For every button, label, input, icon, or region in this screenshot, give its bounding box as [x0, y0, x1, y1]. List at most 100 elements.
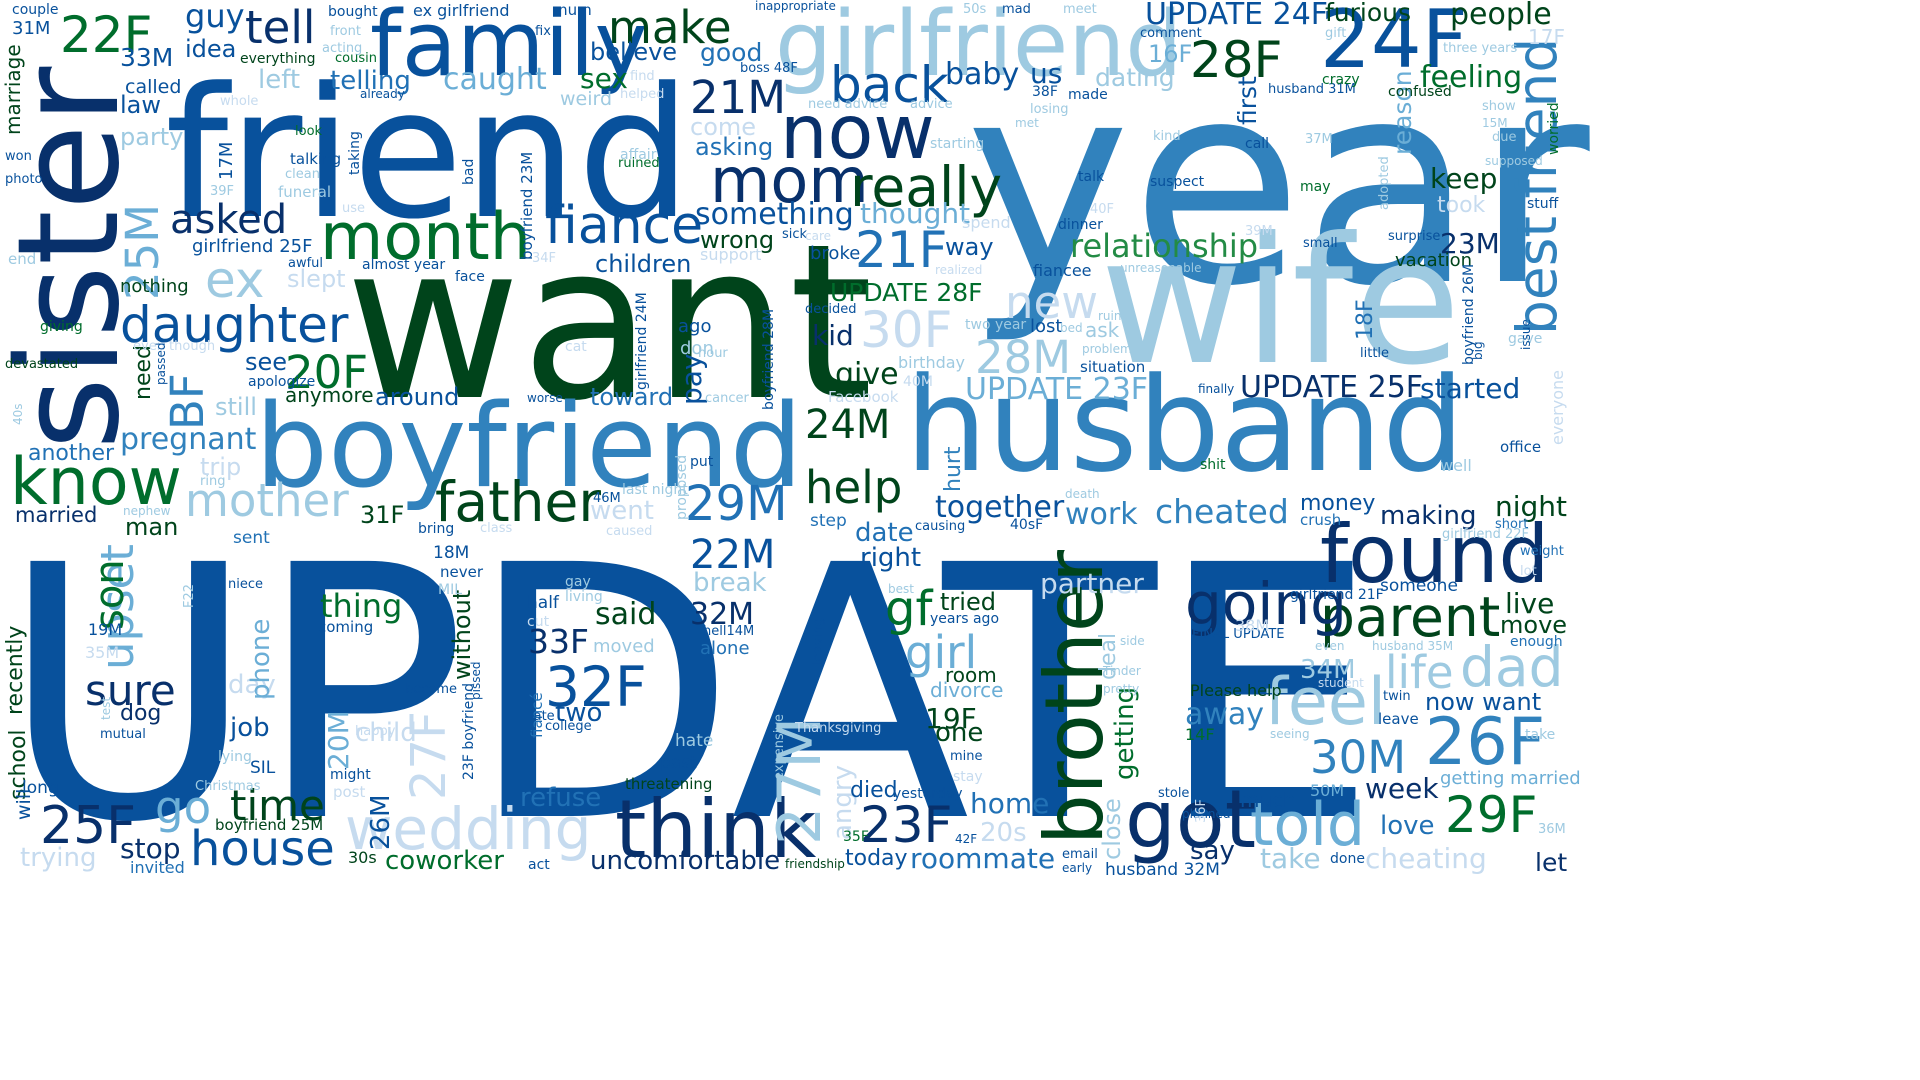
cloud-word: 30F	[860, 301, 953, 359]
cloud-word: take	[1525, 727, 1556, 743]
cloud-word: close	[1098, 798, 1126, 860]
cloud-word: gift	[1325, 26, 1347, 41]
cloud-word: broke	[810, 243, 861, 264]
cloud-word: toward	[590, 383, 674, 411]
cloud-word: invited	[130, 858, 185, 877]
cloud-word: girlfriend	[775, 0, 1183, 97]
cloud-word: still	[215, 393, 257, 421]
cloud-word: cheated	[1155, 492, 1289, 531]
cloud-word: college	[545, 719, 592, 734]
cloud-word: together	[935, 490, 1065, 525]
cloud-word: almost year	[362, 257, 446, 273]
cloud-word: weight	[1520, 544, 1564, 559]
cloud-word: leaving	[811, 617, 826, 665]
cloud-word: money	[1300, 491, 1376, 516]
cloud-word: uncomfortable	[590, 846, 781, 876]
cloud-word: worse	[527, 391, 563, 405]
cloud-word: way	[945, 233, 994, 261]
cloud-word: 24F	[1320, 0, 1468, 86]
cloud-word: sure	[85, 666, 176, 715]
cloud-word: Facebook	[828, 388, 899, 406]
cloud-word: dad	[1460, 635, 1564, 699]
cloud-word: little	[1360, 346, 1390, 361]
cloud-word: issue	[1519, 319, 1533, 350]
cloud-word: daughter	[120, 296, 349, 354]
cloud-word: think	[615, 783, 817, 876]
cloud-word: well	[1440, 456, 1472, 475]
cloud-word: side	[1120, 634, 1145, 648]
cloud-word: suspect	[1150, 174, 1205, 190]
cloud-word: email	[1062, 847, 1098, 862]
cloud-word: telling	[330, 66, 411, 96]
cloud-word: mother	[185, 474, 349, 527]
cloud-word: enough	[1510, 634, 1563, 650]
cloud-word: 22F	[60, 6, 153, 64]
cloud-word: 23M	[1440, 227, 1500, 260]
cloud-word: gay	[565, 574, 591, 590]
cloud-word: guy	[185, 0, 245, 35]
cloud-word: child	[355, 718, 417, 748]
cloud-word: today	[845, 846, 908, 871]
cloud-word: away	[1185, 697, 1265, 732]
cloud-word: boss 48F	[740, 61, 798, 76]
cloud-word: around	[375, 383, 460, 411]
cloud-word: lost	[1030, 316, 1063, 337]
cloud-word: stop	[120, 832, 181, 865]
cloud-word: marriage	[1, 44, 25, 135]
cloud-word: birthday	[898, 353, 966, 372]
cloud-word: girlfriend 22F	[1442, 527, 1529, 542]
cloud-word: people	[1450, 0, 1552, 32]
cloud-word: mine	[950, 749, 983, 764]
cloud-word: realized	[935, 263, 983, 277]
cloud-word: husband 35M	[1372, 639, 1454, 653]
cloud-word: bought	[328, 4, 378, 20]
cloud-word: stuff	[1527, 196, 1559, 212]
cloud-word: test	[99, 696, 113, 720]
cloud-word: dog	[120, 701, 162, 726]
cloud-word: 50s	[963, 2, 987, 17]
cloud-word: fiancee	[1033, 261, 1092, 280]
cloud-word: show	[1482, 99, 1516, 114]
cloud-word: due	[1492, 130, 1517, 145]
cloud-word: starting	[930, 136, 985, 152]
cloud-word: late	[530, 709, 555, 724]
cloud-word: found	[1320, 508, 1550, 601]
cloud-word: make	[608, 1, 732, 54]
cloud-word: step	[810, 511, 847, 531]
cloud-word: FINAL UPDATE	[1192, 627, 1285, 642]
cloud-word: trip	[200, 453, 242, 481]
cloud-word: 21M	[690, 71, 787, 124]
cloud-word: seeing	[1270, 727, 1310, 741]
cloud-word: might	[330, 767, 371, 783]
cloud-word: dating	[1095, 63, 1175, 92]
cloud-word: date	[855, 518, 914, 548]
cloud-word: going	[1185, 570, 1347, 638]
cloud-word: 34F	[532, 251, 557, 266]
cloud-word: crush	[1300, 511, 1342, 529]
cloud-word: girlfriend 24M	[634, 292, 650, 390]
cloud-word: early	[1062, 861, 1093, 875]
cloud-word: break	[693, 568, 767, 598]
cloud-word: 26F	[1425, 705, 1546, 780]
cloud-word: put	[690, 454, 714, 470]
cloud-word: tell	[245, 1, 316, 54]
cloud-word: acting	[322, 41, 363, 56]
cloud-word: 22M	[690, 532, 776, 578]
cloud-word: 23F boyfriend	[461, 682, 477, 780]
cloud-word: moved	[593, 636, 655, 657]
cloud-word: called	[125, 76, 182, 98]
cloud-word: live	[1505, 587, 1555, 620]
cloud-word: 33M	[120, 43, 174, 72]
cloud-word: even though	[133, 339, 216, 354]
cloud-word: long	[22, 778, 59, 798]
cloud-word: took	[1437, 193, 1486, 218]
cloud-word: F22	[182, 583, 197, 608]
cloud-word: two	[555, 698, 603, 728]
cloud-word: 42F	[955, 832, 978, 846]
cloud-word: care	[805, 229, 832, 243]
cloud-word: children	[595, 250, 692, 278]
cloud-word: 23F	[860, 796, 953, 854]
cloud-word: husband 32M	[1105, 860, 1220, 880]
cloud-word: 32M	[690, 597, 755, 632]
cloud-word: 29F	[1445, 786, 1538, 844]
